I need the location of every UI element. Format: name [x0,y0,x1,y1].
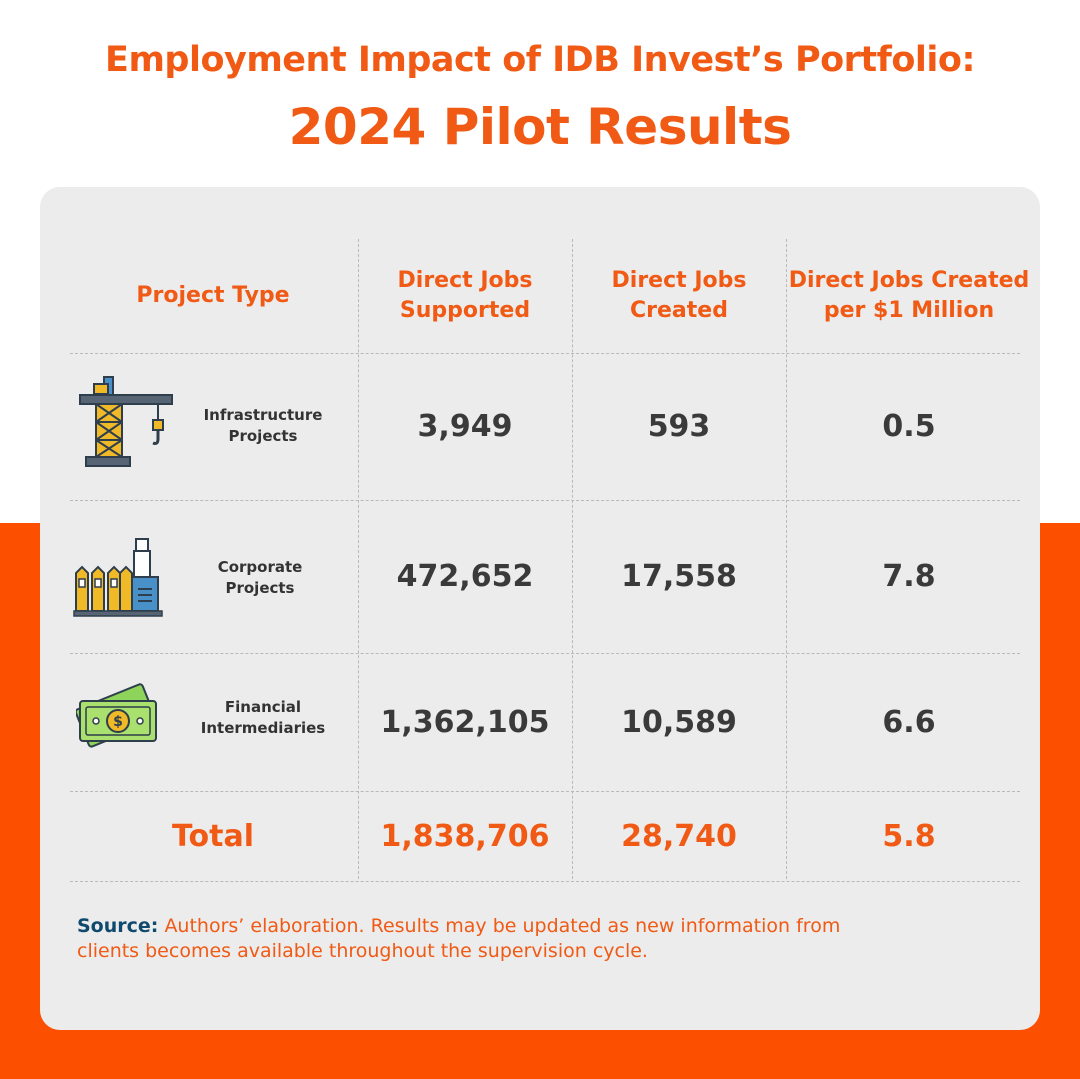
row-divider [70,653,1020,654]
value-financial-created: 10,589 [621,704,737,740]
column-divider [358,239,359,879]
header-jobs-per-million: Direct Jobs Created per $1 Million [788,268,1030,323]
value-infrastructure-per-million: 0.5 [882,409,936,444]
source-note: Source: Authors’ elaboration. Results ma… [77,914,877,964]
source-text: Authors’ elaboration. Results may be upd… [77,915,841,962]
total-jobs-per-million: 5.8 [882,818,936,854]
row-divider [70,500,1020,501]
results-table-card: Project Type Direct Jobs Supported Direc… [40,187,1040,1030]
row-divider [70,791,1020,792]
value-infrastructure-created: 593 [647,409,711,444]
title-line-2: 2024 Pilot Results [288,98,792,156]
header-direct-jobs-created: Direct Jobs Created [611,268,747,323]
construction-crane-icon [79,376,173,467]
value-corporate-per-million: 7.8 [882,559,936,594]
source-label: Source: [77,915,159,937]
header-project-type: Project Type [136,283,290,308]
row-label-corporate: Corporate Projects [217,558,303,597]
row-label-financial: Financial Intermediaries [200,698,326,737]
value-infrastructure-supported: 3,949 [417,409,513,444]
value-corporate-supported: 472,652 [396,559,534,594]
value-financial-per-million: 6.6 [882,704,936,740]
row-divider [70,881,1020,882]
column-divider [572,239,573,879]
row-label-infrastructure: Infrastructure Projects [203,406,323,445]
factory-icon [73,538,163,617]
title-line-1: Employment Impact of IDB Invest’s Portfo… [105,40,975,80]
total-direct-jobs-created: 28,740 [621,818,737,854]
svg-text:$: $ [113,714,123,730]
cash-banknotes-icon: $ [76,683,157,748]
total-label: Total [172,818,254,854]
total-direct-jobs-supported: 1,838,706 [380,818,550,854]
row-divider [70,353,1020,354]
column-divider [786,239,787,879]
value-corporate-created: 17,558 [621,559,737,594]
value-financial-supported: 1,362,105 [380,704,550,740]
header-direct-jobs-supported: Direct Jobs Supported [397,268,533,323]
